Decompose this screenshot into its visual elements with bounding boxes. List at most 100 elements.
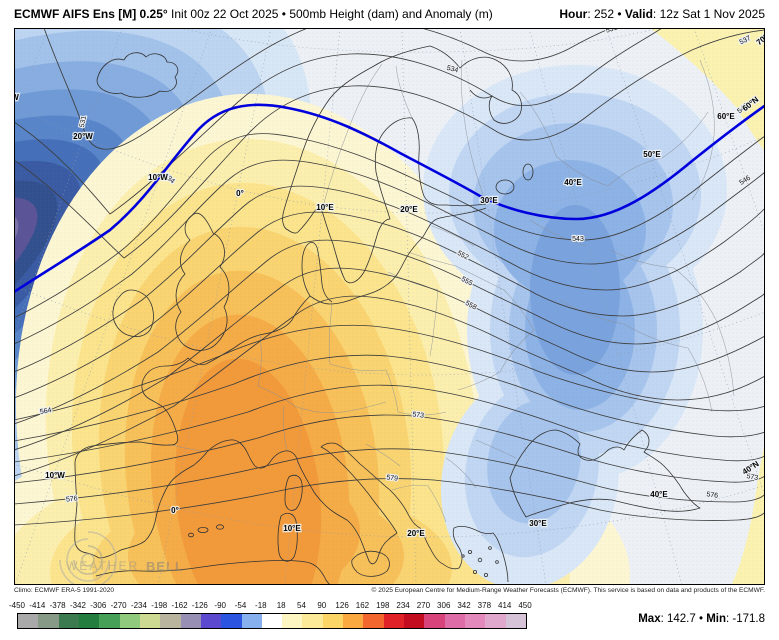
contour-label: 534 — [446, 65, 459, 75]
scale-tick-label: -18 — [255, 601, 267, 610]
scale-segment — [58, 614, 79, 628]
coord-label: 0° — [171, 506, 179, 515]
scale-segment — [139, 614, 161, 628]
watermark-text-bell: BELL — [146, 559, 184, 574]
footer-info-row: Climo: ECMWF ERA-5 1991-2020 © 2025 Euro… — [14, 587, 765, 599]
max-value: : 142.7 • — [660, 613, 707, 625]
max-label: Max — [638, 613, 661, 625]
thick-blue-contour-line — [14, 103, 765, 294]
scale-tick-label: -162 — [171, 601, 188, 610]
contour-label: 564 — [39, 407, 52, 416]
scale-tick-label: 450 — [518, 601, 532, 610]
coord-label: 0° — [236, 189, 244, 198]
scale-segment — [343, 614, 364, 628]
scale-tick-label: -342 — [69, 601, 86, 610]
coord-label: 20°E — [407, 529, 425, 538]
coord-label: 40°E — [650, 490, 668, 499]
scale-tick-label: 126 — [335, 601, 349, 610]
coord-label: 40°E — [564, 178, 582, 187]
coord-label: 20°W — [73, 132, 93, 141]
scale-segment — [261, 614, 283, 628]
scale-tick-label: -450 — [8, 601, 26, 610]
coord-label: 10°W — [148, 173, 168, 182]
coord-label: 70°N — [755, 29, 765, 47]
coord-label: 30°W — [14, 93, 19, 102]
map-border — [14, 28, 765, 585]
stipple-texture — [14, 28, 765, 585]
scale-segment — [180, 614, 201, 628]
country-borders — [167, 59, 735, 523]
scale-tick-label: 378 — [477, 601, 492, 610]
scale-tick-label: 270 — [416, 601, 431, 610]
watermark-text-weather: WEATHER — [66, 559, 139, 573]
scale-segment — [282, 614, 303, 628]
coord-label: 60°E — [717, 112, 735, 121]
valid-value: : 12z Sat 1 Nov 2025 — [652, 6, 765, 21]
coord-label: 30°E — [529, 519, 547, 528]
scale-segment — [99, 614, 120, 628]
scale-segment — [485, 614, 506, 628]
scale-tick-label: 414 — [497, 601, 512, 610]
contour-label: 543 — [572, 236, 584, 243]
scale-tick-label: -414 — [29, 601, 46, 610]
scale-tick-label: 342 — [457, 601, 471, 610]
scale-tick-label: -234 — [130, 601, 147, 610]
color-scale-bar — [17, 613, 527, 629]
coord-label: 10°E — [316, 203, 334, 212]
scale-segment — [363, 614, 384, 628]
scale-tick-label: 198 — [376, 601, 390, 610]
scale-tick-label: -54 — [234, 601, 247, 610]
scale-segment — [241, 614, 262, 628]
weatherbell-watermark: WEATHER BELL — [59, 531, 184, 585]
scale-tick-label: 234 — [396, 601, 410, 610]
contour-label: 576 — [66, 495, 78, 503]
coord-label: 10°W — [45, 471, 65, 480]
contour-label: 576 — [706, 491, 719, 500]
coordinate-labels: 30°W 20°W 10°W 0° 10°E 20°E 30°E 40°E 50°E 60°E 70… — [14, 28, 765, 539]
contour-label: 579 — [386, 474, 398, 482]
scale-segment — [465, 614, 486, 628]
climo-text: Climo: ECMWF ERA-5 1991-2020 — [14, 587, 115, 594]
map-svg: 5315315345345375405435465525555585645765… — [14, 28, 765, 585]
hour-label: Hour — [559, 6, 588, 21]
copyright-text: © 2025 European Centre for Medium-Range … — [371, 587, 765, 594]
scale-segment — [200, 614, 222, 628]
scale-segment — [160, 614, 181, 628]
scale-tick-label: -270 — [110, 601, 127, 610]
max-min-readout: Max: 142.7 • Min: -171.8 — [638, 613, 765, 625]
scale-tick-label: -126 — [191, 601, 208, 610]
contour-label: 573 — [412, 411, 424, 419]
scale-segment — [221, 614, 242, 628]
scale-tick-label: -198 — [151, 601, 168, 610]
min-label: Min — [706, 613, 726, 625]
scale-segment — [322, 614, 344, 628]
scale-tick-label: 90 — [317, 601, 327, 610]
scale-segment — [505, 614, 526, 628]
scale-tick-label: 306 — [437, 601, 451, 610]
scale-tick-label: -306 — [90, 601, 107, 610]
map-area: 531 531 534 534 537 540 543 546 552 555 558 564 576 5… — [14, 28, 765, 585]
scale-tick-label: -378 — [49, 601, 66, 610]
contour-label: 531 — [605, 28, 618, 35]
scale-segment — [444, 614, 466, 628]
coord-label: 30°E — [480, 196, 498, 205]
scale-segment — [404, 614, 425, 628]
scale-segment — [119, 614, 140, 628]
scale-tick-label: -90 — [214, 601, 226, 610]
coord-label: 50°E — [643, 150, 661, 159]
valid-label: Valid — [624, 6, 653, 21]
hour-value: : 252 • — [587, 6, 625, 21]
init-and-field-info: Init 00z 22 Oct 2025 • 500mb Height (dam… — [171, 6, 493, 21]
contour-label: 531 — [79, 115, 88, 128]
scale-segment — [38, 614, 59, 628]
coord-label: 20°E — [400, 205, 418, 214]
map-title: ECMWF AIFS Ens [M] 0.25° Init 00z 22 Oct… — [14, 7, 493, 21]
scale-segment — [302, 614, 323, 628]
scale-segment — [18, 614, 39, 628]
contour-label: 573 — [746, 473, 759, 482]
scale-segment — [78, 614, 100, 628]
color-scale-tick-labels: -450 -414 -378 -342 -306 -270 -234 -198 -162 -126… — [0, 601, 779, 612]
height-contours — [14, 28, 765, 526]
coord-label: 10°E — [283, 524, 301, 533]
